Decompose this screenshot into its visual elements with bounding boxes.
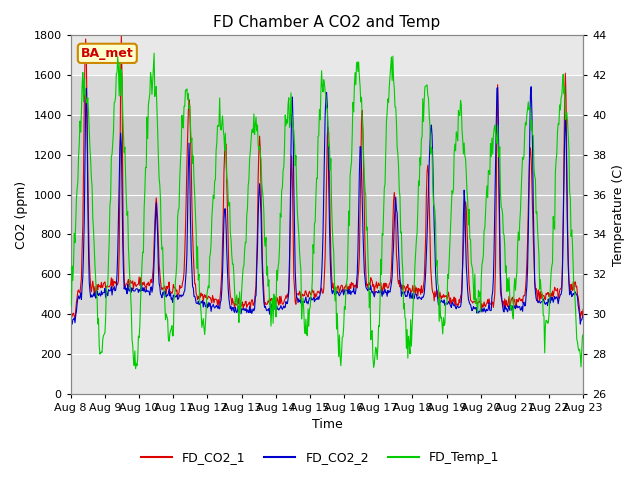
Text: BA_met: BA_met [81,47,134,60]
Y-axis label: CO2 (ppm): CO2 (ppm) [15,180,28,249]
Bar [70,115,583,275]
Legend: FD_CO2_1, FD_CO2_2, FD_Temp_1: FD_CO2_1, FD_CO2_2, FD_Temp_1 [136,446,504,469]
X-axis label: Time: Time [312,419,342,432]
Bar [70,36,583,394]
Bar [70,75,583,314]
Y-axis label: Temperature (C): Temperature (C) [612,164,625,265]
Title: FD Chamber A CO2 and Temp: FD Chamber A CO2 and Temp [213,15,440,30]
